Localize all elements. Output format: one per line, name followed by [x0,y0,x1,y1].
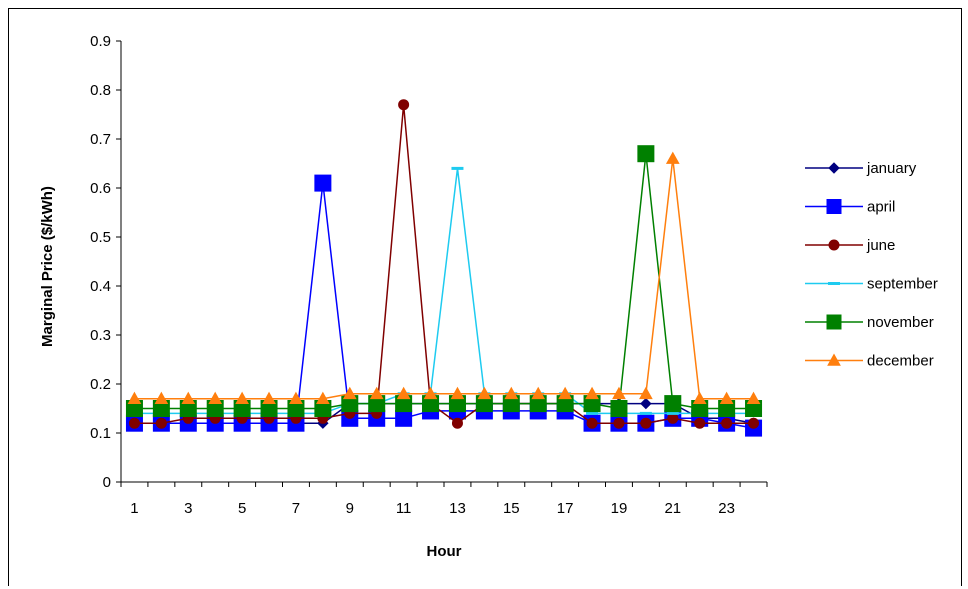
data-point-june [128,417,140,429]
x-axis-title: Hour [427,543,462,560]
series-layer [125,99,763,437]
data-point-june [640,417,652,429]
legend-item-january: january [805,160,917,177]
legend-marker-december [827,353,841,366]
y-tick-label: 0.6 [90,180,111,197]
x-tick-label: 21 [664,500,681,517]
legend-item-september: september [805,276,938,293]
data-point-april [395,409,413,427]
y-axis-title: Marginal Price ($/kWh) [39,186,56,347]
legend-item-november: november [805,314,934,331]
legend-label-june: june [866,237,895,254]
data-point-december [369,386,384,400]
legend: january april june september november decembe… [805,160,938,370]
data-point-january [640,397,652,410]
series-december [127,151,761,404]
x-tick-label: 3 [184,500,192,517]
legend-marker-january [828,162,840,174]
x-tick-label: 1 [130,500,138,517]
data-point-december [639,386,653,400]
data-point-december [208,391,223,404]
axes [116,40,768,487]
data-point-december [235,391,249,404]
data-point-december [316,391,330,404]
series-september [128,166,760,415]
data-point-december [719,391,734,404]
data-point-june [398,99,410,111]
x-tick-label: 9 [346,500,354,517]
y-tick-label: 0.7 [90,131,111,148]
x-tick-label: 7 [292,500,300,517]
legend-label-september: september [867,276,938,293]
y-tick-label: 0.2 [90,376,111,393]
data-point-november [664,395,682,413]
data-point-december [450,386,465,400]
data-point-november [610,400,628,417]
data-point-december [423,386,438,400]
data-point-june [155,417,167,429]
x-tick-label: 5 [238,500,246,517]
data-point-november [637,145,655,163]
data-point-december [289,391,303,404]
series-line-april [134,183,754,429]
x-tick-label: 15 [503,500,520,517]
y-tick-label: 0 [103,474,111,491]
data-point-june [613,417,625,429]
legend-label-december: december [867,353,934,370]
data-point-december [504,386,519,400]
legend-marker-april [826,199,842,214]
legend-item-june: june [805,237,895,254]
data-point-december [181,391,196,404]
legend-label-january: january [866,160,917,177]
y-tick-label: 0.9 [90,33,111,50]
y-tick-label: 0.1 [90,425,111,442]
data-point-june [721,417,733,429]
data-point-june [748,417,760,429]
data-point-december [558,386,572,400]
x-tick-label: 13 [449,500,466,517]
data-point-december [531,386,546,400]
legend-item-april: april [805,199,895,216]
y-tick-label: 0.5 [90,229,111,246]
legend-marker-november [826,314,842,330]
legend-item-december: december [805,353,934,370]
data-point-april [314,174,332,192]
data-point-december [342,386,357,400]
series-june [128,99,760,429]
data-point-december [127,391,142,404]
data-point-december [262,391,276,404]
data-point-december [612,386,626,400]
x-tick-label: 23 [718,500,735,517]
x-tick-label: 17 [557,500,574,517]
data-point-june [586,417,598,429]
data-point-december [477,386,492,400]
legend-marker-june [828,239,840,251]
series-line-december [134,158,754,400]
y-tick-label: 0.4 [90,278,111,295]
labels-layer: Hour Marginal Price ($/kWh) 0 0.1 0.2 0.3 0.… [39,33,735,560]
data-point-december [665,151,680,164]
x-tick-label: 11 [396,500,412,517]
y-tick-label: 0.8 [90,82,111,99]
data-point-december [692,391,707,404]
legend-label-april: april [867,199,895,216]
data-point-june [694,417,706,429]
data-point-december [585,386,599,400]
x-tick-label: 19 [611,500,628,517]
legend-label-november: november [867,314,934,331]
chart-frame [8,8,962,586]
data-point-june [451,417,463,429]
data-point-december [154,391,169,404]
y-tick-label: 0.3 [90,327,111,344]
data-point-december [746,391,761,404]
data-point-december [396,386,411,400]
